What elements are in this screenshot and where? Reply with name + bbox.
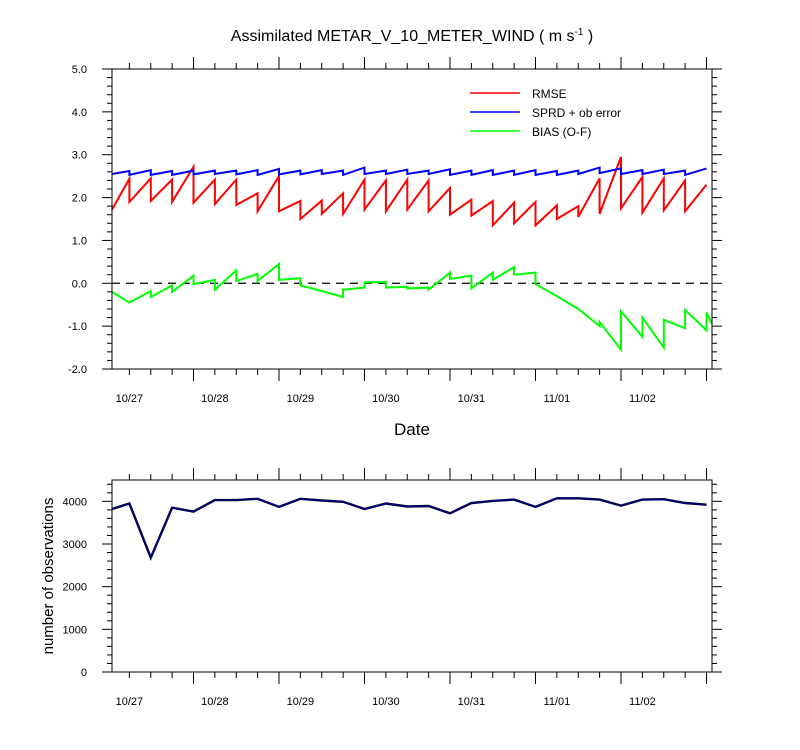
y-tick-label: 0.0 <box>72 278 87 290</box>
x-tick-label: 10/29 <box>287 393 315 405</box>
bottom-panel-x-tick-labels: 10/27 10/28 10/29 10/30 10/31 11/01 11/02 <box>116 696 656 708</box>
x-tick-label: 11/01 <box>544 696 571 708</box>
y-axis-label-observations: number of observations <box>40 498 57 655</box>
x-tick-label: 10/27 <box>116 393 144 405</box>
rmse-spread-bias-panel: 5.04.03.02.01.00.0-1.0-2.0 10/27 10/28 10/… <box>68 57 722 405</box>
chart-title: Assimilated METAR_V_10_METER_WIND ( m s-… <box>231 27 593 45</box>
series-line-sprd-ob-error <box>111 166 707 177</box>
x-tick-label: 10/28 <box>201 696 229 708</box>
top-panel-frame <box>111 68 713 370</box>
top-panel-y-tick-labels: 5.0 4.0 3.0 2.0 1.0 0.0 -1.0 -2.0 <box>68 64 87 376</box>
x-axis-label: Date <box>394 420 430 439</box>
y-tick-label: 3000 <box>63 539 87 551</box>
bottom-panel-y-tick-labels: 4000 3000 2000 1000 0 <box>63 496 87 679</box>
y-tick-label: 1000 <box>63 624 87 636</box>
x-tick-label: 10/31 <box>458 393 486 405</box>
x-tick-label: 11/01 <box>544 393 571 405</box>
y-tick-label: 3.0 <box>72 150 87 162</box>
y-tick-label: 1.0 <box>72 235 87 247</box>
x-tick-label: 10/28 <box>201 393 229 405</box>
x-tick-label: 10/27 <box>116 696 144 708</box>
x-tick-label: 10/30 <box>372 696 400 708</box>
y-tick-label: 4.0 <box>72 107 87 119</box>
y-tick-label: 2000 <box>63 582 87 594</box>
series-line-bias-o-f <box>111 261 713 353</box>
x-tick-label: 11/02 <box>629 696 656 708</box>
x-tick-label: 11/02 <box>629 393 656 405</box>
bottom-panel-ticks <box>102 468 722 684</box>
top-panel-ticks <box>102 57 722 381</box>
y-tick-label: 0 <box>81 667 87 679</box>
legend-label: BIAS (O-F) <box>532 125 591 139</box>
bottom-panel-series <box>111 497 707 561</box>
top-panel-series <box>111 156 713 353</box>
y-tick-label: 4000 <box>63 496 87 508</box>
x-tick-label: 10/29 <box>287 696 315 708</box>
y-tick-label: -2.0 <box>68 364 87 376</box>
y-tick-label: 5.0 <box>72 64 87 76</box>
legend: RMSE SPRD + ob error BIAS (O-F) <box>470 87 621 139</box>
observations-line <box>111 497 707 560</box>
legend-label: RMSE <box>532 87 567 101</box>
bottom-panel-frame <box>111 479 713 673</box>
series-line-rmse <box>111 156 708 228</box>
y-tick-label: -1.0 <box>68 321 87 333</box>
top-panel-x-tick-labels: 10/27 10/28 10/29 10/30 10/31 11/01 11/02 <box>116 393 656 405</box>
legend-label: SPRD + ob error <box>532 106 621 120</box>
x-tick-label: 10/31 <box>458 696 486 708</box>
y-tick-label: 2.0 <box>72 193 87 205</box>
x-tick-label: 10/30 <box>372 393 400 405</box>
